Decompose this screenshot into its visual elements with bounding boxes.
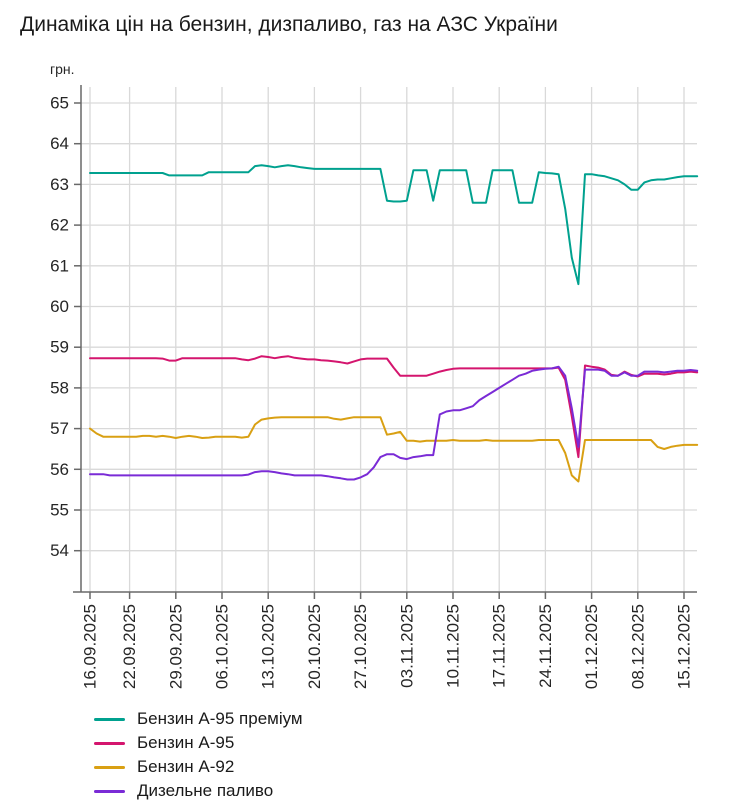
y-axis-unit-label: грн. bbox=[50, 61, 75, 77]
page-title: Динаміка цін на бензин, дизпаливо, газ н… bbox=[20, 13, 558, 36]
x-tick-label: 16.09.2025 bbox=[81, 604, 100, 689]
legend-swatch bbox=[94, 717, 125, 721]
y-tick-label: 55 bbox=[50, 501, 69, 520]
x-tick-label: 13.10.2025 bbox=[259, 604, 278, 689]
x-tick-label: 10.11.2025 bbox=[444, 604, 463, 688]
y-tick-label: 64 bbox=[50, 134, 69, 153]
y-tick-label: 56 bbox=[50, 460, 69, 479]
y-tick-label: 62 bbox=[50, 216, 69, 235]
legend-label: Бензин А-95 преміум bbox=[137, 709, 303, 728]
x-tick-label: 08.12.2025 bbox=[628, 604, 647, 689]
x-tick-label: 22.09.2025 bbox=[120, 604, 139, 689]
legend-item: Бензин А-92 bbox=[94, 755, 303, 779]
legend-item: Бензин А-95 преміум bbox=[94, 707, 303, 731]
y-tick-label: 57 bbox=[50, 419, 69, 438]
legend-label: Дизельне паливо bbox=[137, 781, 274, 800]
y-tick-label: 63 bbox=[50, 175, 69, 194]
legend-label: Бензин А-95 bbox=[137, 733, 235, 752]
legend-item: Бензин А-95 bbox=[94, 731, 303, 755]
x-tick-label: 29.09.2025 bbox=[166, 604, 185, 689]
x-tick-label: 15.12.2025 bbox=[675, 604, 694, 689]
x-tick-label: 03.11.2025 bbox=[397, 604, 416, 688]
y-tick-label: 61 bbox=[50, 256, 69, 275]
series-line-1 bbox=[89, 355, 699, 459]
x-tick-label: 27.10.2025 bbox=[351, 604, 370, 689]
legend-item: Дизельне паливо bbox=[94, 779, 303, 803]
x-tick-label: 06.10.2025 bbox=[213, 604, 232, 689]
x-tick-label: 24.11.2025 bbox=[536, 604, 555, 688]
y-tick-label: 54 bbox=[50, 541, 69, 560]
series-line-3 bbox=[89, 365, 699, 481]
y-tick-label: 65 bbox=[50, 94, 69, 113]
y-tick-label: 58 bbox=[50, 378, 69, 397]
y-tick-label: 60 bbox=[50, 297, 69, 316]
x-tick-label: 20.10.2025 bbox=[305, 604, 324, 689]
x-tick-label: 01.12.2025 bbox=[582, 604, 601, 689]
legend-swatch bbox=[94, 741, 125, 745]
x-tick-label: 17.11.2025 bbox=[490, 604, 509, 688]
series-line-2 bbox=[89, 416, 699, 483]
legend-swatch bbox=[94, 789, 125, 793]
legend-label: Бензин А-92 bbox=[137, 757, 235, 776]
y-tick-label: 59 bbox=[50, 338, 69, 357]
chart-legend: Бензин А-95 преміум Бензин А-95 Бензин А-9… bbox=[94, 707, 303, 803]
series-line-0 bbox=[89, 164, 699, 286]
legend-swatch bbox=[94, 765, 125, 769]
